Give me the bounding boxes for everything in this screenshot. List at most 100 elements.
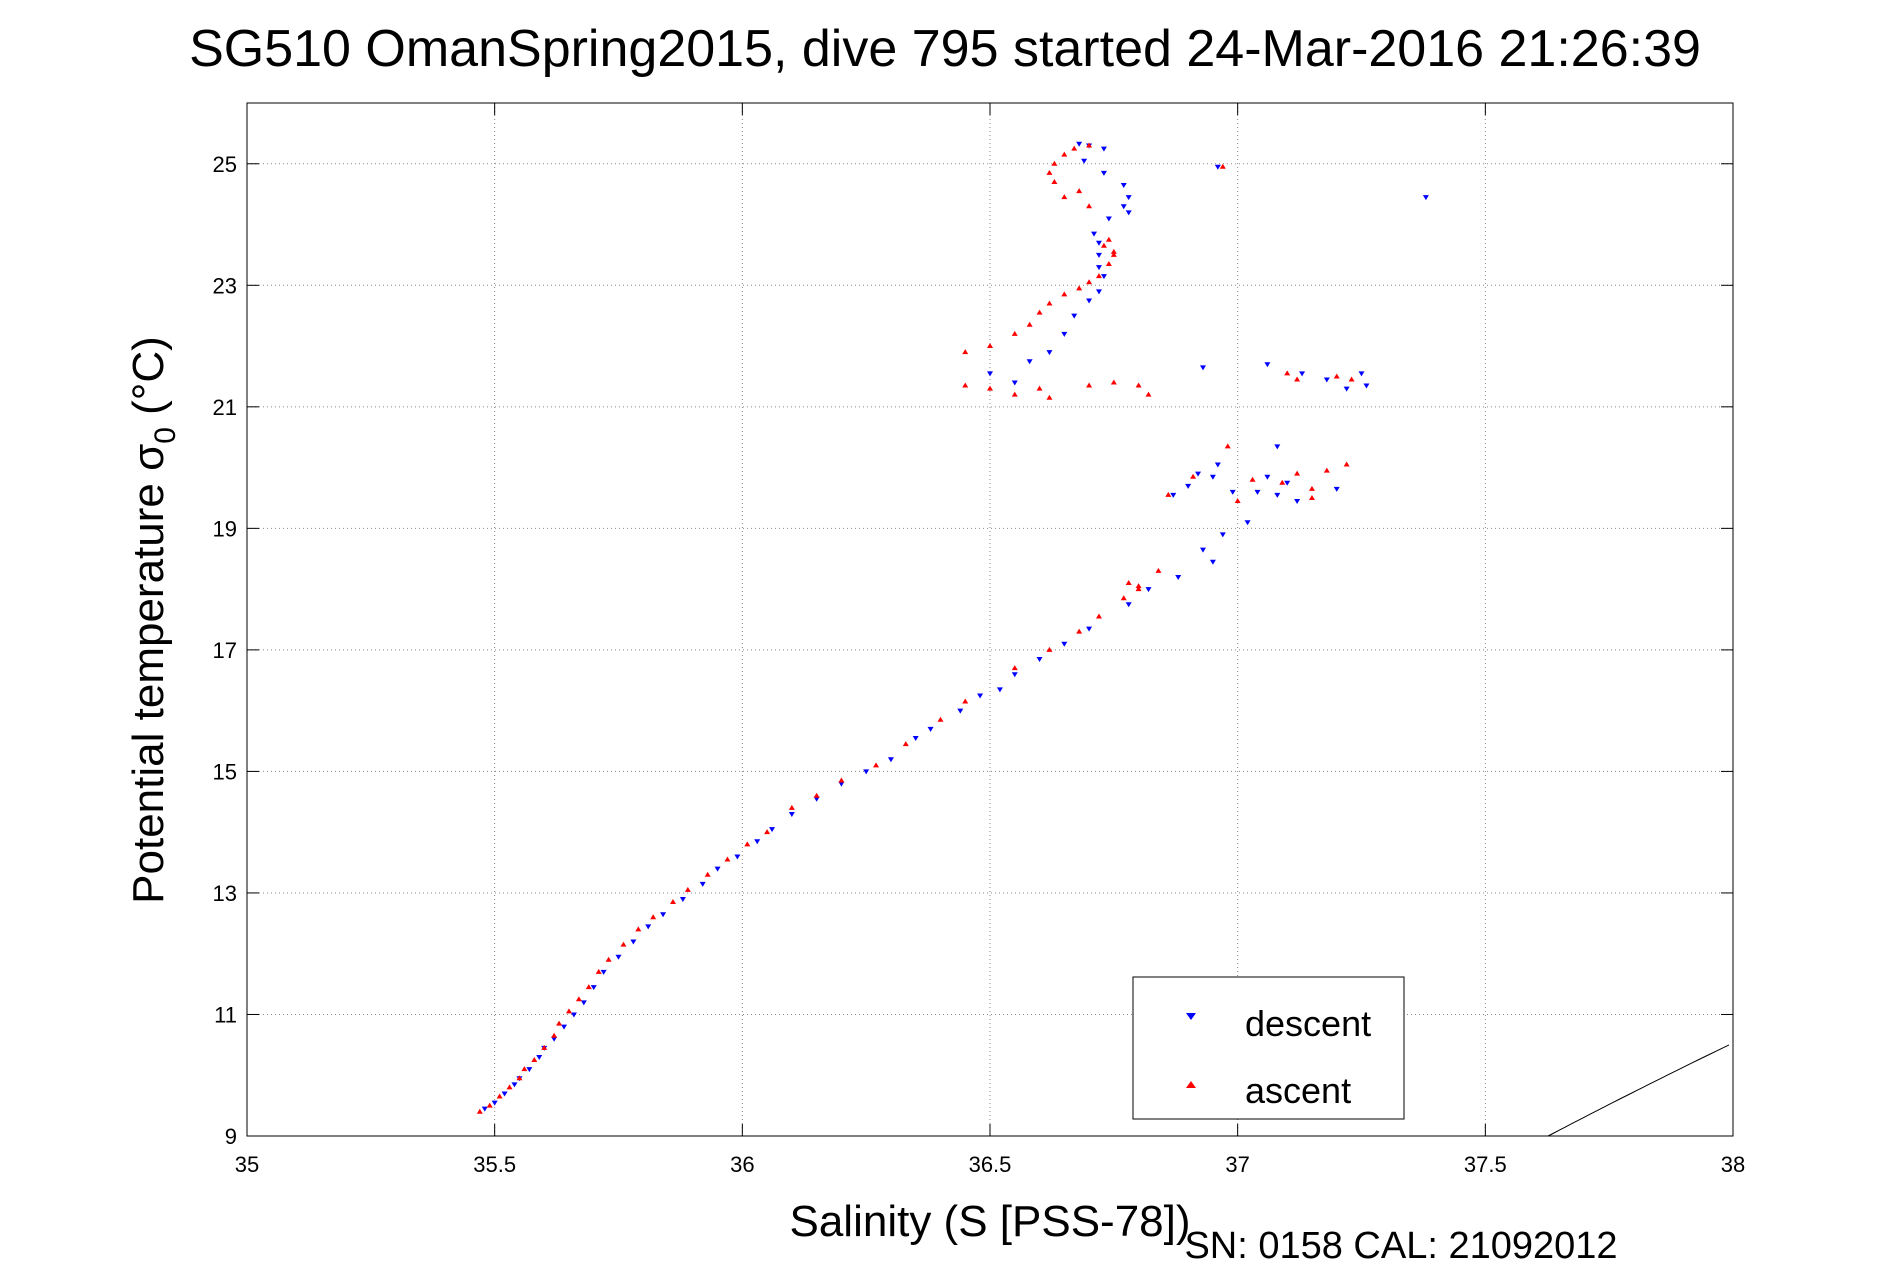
legend-descent-marker (1186, 1013, 1196, 1020)
descent-point (887, 757, 894, 763)
descent-point (1091, 231, 1098, 237)
y-axis-label-subscript: 0 (149, 427, 182, 444)
descent-point (660, 912, 667, 918)
descent-point (1219, 532, 1226, 538)
ascent-point (1155, 567, 1162, 573)
ascent-point (1061, 194, 1068, 200)
ascent-point (1190, 473, 1197, 479)
ascent-point (476, 1108, 483, 1114)
ascent-point (724, 856, 731, 862)
x-tick-label: 35 (235, 1152, 259, 1177)
ascent-point (595, 968, 602, 974)
descent-point (1254, 489, 1261, 495)
ascent-point (1120, 595, 1127, 601)
ascent-point (1125, 580, 1132, 586)
ascent-point (1279, 479, 1286, 485)
ascent-point (1086, 203, 1093, 209)
descent-point (1120, 204, 1127, 210)
descent-point (1105, 216, 1112, 222)
x-tick-label: 38 (1721, 1152, 1745, 1177)
ascent-point (1076, 285, 1083, 291)
descent-point (679, 897, 686, 903)
ascent-point (669, 899, 676, 905)
descent-point (1214, 164, 1221, 170)
descent-point (481, 1106, 488, 1112)
descent-point (1120, 183, 1127, 189)
y-tick-label: 17 (213, 638, 237, 663)
ascent-point (1219, 163, 1226, 169)
descent-point (570, 1012, 577, 1018)
y-tick-label: 9 (225, 1124, 237, 1149)
ascent-point (1046, 169, 1053, 175)
x-tick-label: 35.5 (473, 1152, 516, 1177)
ascent-point (1294, 376, 1301, 382)
ascent-point (1061, 291, 1068, 297)
ascent-point (1110, 248, 1117, 254)
y-axis-label-unit: (°C) (124, 336, 173, 427)
descent-point (511, 1082, 518, 1088)
ascent-point (575, 996, 582, 1002)
isopycnal-line (1547, 1044, 1730, 1137)
ascent-point (1145, 391, 1152, 397)
ascent-point (1095, 613, 1102, 619)
ascent-point (1076, 628, 1083, 634)
descent-point (1274, 444, 1281, 450)
ascent-point (1046, 646, 1053, 652)
ascent-point (962, 349, 969, 355)
chart-title: SG510 OmanSpring2015, dive 795 started 2… (189, 20, 1701, 78)
ascent-point (987, 385, 993, 391)
y-axis-label: Potential temperature σ0 (°C) (124, 336, 182, 904)
legend-ascent-label: ascent (1245, 1070, 1351, 1111)
ascent-point (704, 871, 711, 877)
ascent-point (1011, 665, 1018, 671)
ascent-point (1046, 300, 1053, 306)
descent-point (536, 1055, 543, 1061)
ascent-point (531, 1057, 538, 1063)
ascent-point (650, 914, 657, 920)
ascent-point (565, 1008, 572, 1014)
ascent-point (937, 716, 944, 722)
y-tick-label: 19 (213, 516, 237, 541)
descent-point (734, 854, 741, 860)
ascent-point (521, 1066, 528, 1072)
descent-point (1125, 210, 1132, 216)
descent-point (1061, 641, 1068, 647)
descent-point (1209, 474, 1216, 480)
ascent-point (962, 382, 969, 388)
ascent-point (1343, 461, 1350, 467)
y-tick-label: 23 (213, 273, 237, 298)
descent-point (977, 693, 984, 699)
ascent-point (541, 1044, 548, 1050)
y-axis-ticks: 9 11 13 15 17 19 21 23 25 (213, 152, 1733, 1149)
x-axis-label: Salinity (S [PSS-78]) (789, 1197, 1190, 1246)
ascent-point (1086, 142, 1093, 148)
ascent-point (1086, 382, 1093, 388)
y-tick-label: 25 (213, 152, 237, 177)
descent-point (1046, 350, 1053, 356)
descent-point (615, 954, 622, 960)
ascent-point (1234, 498, 1241, 504)
descent-point (987, 371, 993, 377)
ascent-point (962, 698, 969, 704)
descent-point (769, 827, 776, 833)
ascent-point (1249, 476, 1256, 482)
descent-point (996, 687, 1003, 693)
descent-point (1299, 371, 1306, 377)
x-tick-label: 37.5 (1464, 1152, 1507, 1177)
ascent-point (873, 762, 880, 768)
descent-point (630, 939, 637, 945)
density-contours (1547, 1044, 1730, 1137)
descent-point (863, 769, 870, 775)
y-tick-label: 13 (213, 881, 237, 906)
ascent-point (1011, 330, 1018, 336)
y-tick-label: 15 (213, 759, 237, 784)
ascent-point (1036, 309, 1043, 315)
ascent-point (987, 343, 993, 349)
ascent-point (486, 1102, 493, 1108)
descent-point (1011, 672, 1018, 678)
y-tick-label: 11 (214, 1002, 237, 1027)
descent-point (1086, 298, 1093, 304)
ascent-point (556, 1020, 563, 1026)
ascent-point (620, 941, 627, 947)
